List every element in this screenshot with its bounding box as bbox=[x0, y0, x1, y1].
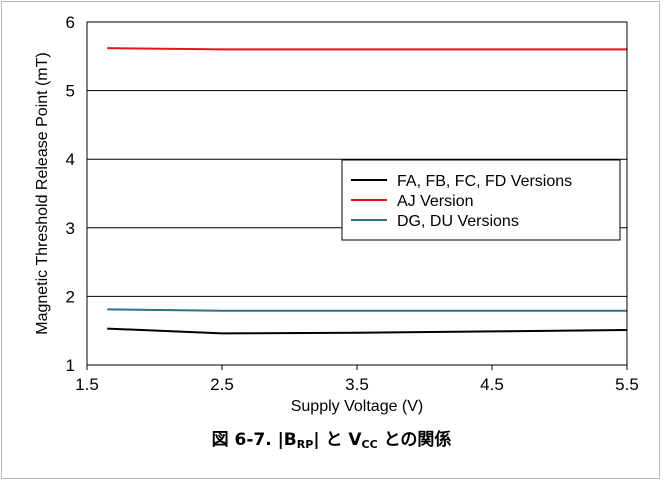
y-tick-label: 6 bbox=[66, 13, 75, 32]
series-lines bbox=[107, 47, 628, 335]
x-tick-labels: 1.5 2.5 3.5 4.5 5.5 bbox=[75, 375, 639, 394]
legend-box bbox=[341, 159, 621, 241]
y-tick-labels: 1 2 3 4 5 6 bbox=[66, 13, 75, 375]
y-tick-label: 1 bbox=[66, 356, 75, 375]
x-tick-label: 5.5 bbox=[615, 375, 639, 394]
series-line-2 bbox=[107, 308, 627, 312]
x-tick-label: 3.5 bbox=[345, 375, 369, 394]
legend: FA, FB, FC, FD Versions AJ Version DG, DU … bbox=[341, 159, 621, 241]
series-line-1 bbox=[107, 47, 627, 51]
legend-label: DG, DU Versions bbox=[397, 213, 519, 230]
x-tick-label: 1.5 bbox=[75, 375, 99, 394]
x-tick-label: 2.5 bbox=[210, 375, 234, 394]
caption-sub-rp: RP bbox=[296, 438, 314, 451]
x-tick-label: 4.5 bbox=[480, 375, 504, 394]
y-tick-label: 5 bbox=[66, 82, 75, 101]
caption-prefix: 図 6-7. |B bbox=[211, 430, 297, 450]
y-tick-label: 2 bbox=[66, 287, 75, 306]
caption-middle: | と V bbox=[313, 430, 362, 450]
x-axis-title: Supply Voltage (V) bbox=[291, 398, 424, 415]
legend-label: AJ Version bbox=[397, 193, 473, 210]
y-tick-label: 4 bbox=[66, 150, 75, 169]
figure-caption: 図 6-7. |BRP| と VCC との関係 bbox=[0, 425, 663, 451]
series-line-0 bbox=[107, 327, 628, 335]
caption-suffix: との関係 bbox=[377, 430, 452, 450]
y-tick-label: 3 bbox=[66, 219, 75, 238]
plot-area-border bbox=[86, 21, 628, 366]
y-axis-title: Magnetic Threshold Release Point (mT) bbox=[34, 52, 51, 335]
caption-sub-cc: CC bbox=[361, 438, 378, 451]
legend-label: FA, FB, FC, FD Versions bbox=[397, 173, 572, 190]
